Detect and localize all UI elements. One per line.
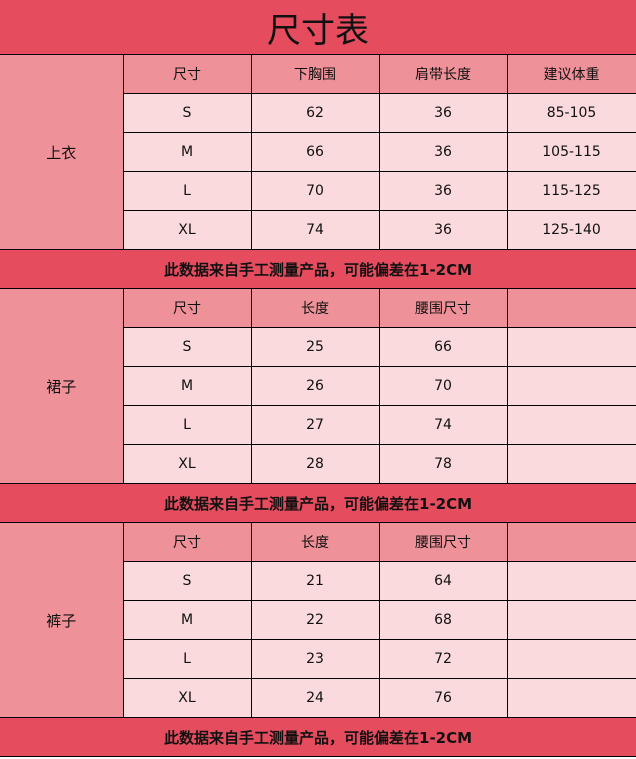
table-cell: 36: [378, 171, 508, 211]
table-cell: 78: [378, 444, 508, 484]
table-row: S 25 66: [0, 327, 636, 367]
table-cell: 105-115: [506, 132, 636, 172]
column-header: 腰围尺寸: [378, 288, 508, 328]
column-header: 长度: [250, 522, 380, 562]
table-cell: [506, 600, 636, 640]
note-row: 此数据来自手工测量产品，可能偏差在1-2CM: [0, 483, 636, 523]
table-cell: S: [122, 561, 252, 601]
table-cell: 28: [250, 444, 380, 484]
table-cell: [506, 561, 636, 601]
table-row: XL 24 76: [0, 678, 636, 718]
table-cell: 68: [378, 600, 508, 640]
note-row: 此数据来自手工测量产品，可能偏差在1-2CM: [0, 717, 636, 757]
table-cell: [506, 327, 636, 367]
column-header: 下胸围: [250, 54, 380, 94]
column-header: [506, 522, 636, 562]
table-row: M 26 70: [0, 366, 636, 406]
measurement-note: 此数据来自手工测量产品，可能偏差在1-2CM: [0, 483, 636, 523]
table-row: L 27 74: [0, 405, 636, 445]
table-cell: 36: [378, 210, 508, 250]
table-cell: 64: [378, 561, 508, 601]
table-cell: 36: [378, 132, 508, 172]
section-header-row: 裙子 尺寸 长度 腰围尺寸: [0, 288, 636, 484]
table-cell: 27: [250, 405, 380, 445]
table-cell: M: [122, 132, 252, 172]
table-cell: S: [122, 93, 252, 133]
column-header: 长度: [250, 288, 380, 328]
column-header: 肩带长度: [378, 54, 508, 94]
table-cell: L: [122, 639, 252, 679]
category-label: 裤子: [0, 522, 124, 718]
table-cell: XL: [122, 678, 252, 718]
table-cell: 85-105: [506, 93, 636, 133]
table-cell: 72: [378, 639, 508, 679]
table-cell: XL: [122, 444, 252, 484]
table-cell: M: [122, 600, 252, 640]
table-row: S 62 36 85-105: [0, 93, 636, 133]
table-row: M 22 68: [0, 600, 636, 640]
table-cell: 24: [250, 678, 380, 718]
column-header: 尺寸: [122, 522, 252, 562]
table-cell: 23: [250, 639, 380, 679]
table-cell: S: [122, 327, 252, 367]
category-label: 上衣: [0, 54, 124, 250]
table-cell: [506, 366, 636, 406]
table-cell: L: [122, 405, 252, 445]
table-cell: 22: [250, 600, 380, 640]
table-cell: 21: [250, 561, 380, 601]
table-row: XL 28 78: [0, 444, 636, 484]
table-cell: 62: [250, 93, 380, 133]
table-cell: XL: [122, 210, 252, 250]
table-cell: 115-125: [506, 171, 636, 211]
measurement-note: 此数据来自手工测量产品，可能偏差在1-2CM: [0, 717, 636, 757]
table-row: XL 74 36 125-140: [0, 210, 636, 250]
table-cell: [506, 405, 636, 445]
category-label: 裙子: [0, 288, 124, 484]
table-cell: 66: [250, 132, 380, 172]
table-cell: [506, 444, 636, 484]
column-header: 尺寸: [122, 288, 252, 328]
measurement-note: 此数据来自手工测量产品，可能偏差在1-2CM: [0, 249, 636, 289]
table-row: M 66 36 105-115: [0, 132, 636, 172]
column-header: 建议体重: [506, 54, 636, 94]
column-header: [506, 288, 636, 328]
note-row: 此数据来自手工测量产品，可能偏差在1-2CM: [0, 249, 636, 289]
table-cell: [506, 639, 636, 679]
section-header-row: 裤子 尺寸 长度 腰围尺寸: [0, 522, 636, 718]
table-cell: 74: [378, 405, 508, 445]
section-header-row: 上衣 尺寸 下胸围 肩带长度 建议体重: [0, 54, 636, 250]
table-row: L 23 72: [0, 639, 636, 679]
table-cell: L: [122, 171, 252, 211]
column-header: 腰围尺寸: [378, 522, 508, 562]
table-cell: 36: [378, 93, 508, 133]
column-header: 尺寸: [122, 54, 252, 94]
table-cell: M: [122, 366, 252, 406]
table-cell: [506, 678, 636, 718]
page-title: 尺寸表: [0, 0, 636, 55]
table-cell: 70: [378, 366, 508, 406]
table-cell: 125-140: [506, 210, 636, 250]
table-cell: 66: [378, 327, 508, 367]
table-cell: 70: [250, 171, 380, 211]
table-cell: 26: [250, 366, 380, 406]
table-cell: 76: [378, 678, 508, 718]
table-cell: 74: [250, 210, 380, 250]
table-cell: 25: [250, 327, 380, 367]
